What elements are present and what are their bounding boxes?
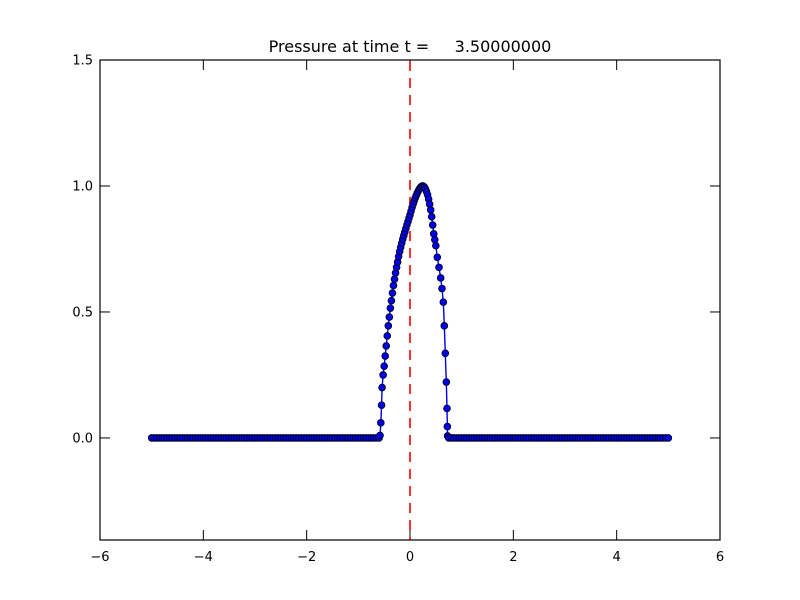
data-point-marker xyxy=(433,253,442,262)
chart-title: Pressure at time t = 3.50000000 xyxy=(269,37,552,56)
x-tick-label: −6 xyxy=(90,550,109,565)
axis-ticks-and-labels: −6 −4 −2 0 2 4 6 0.0 0.5 1.0 1.5 xyxy=(72,54,724,566)
x-tick-label: −2 xyxy=(297,550,316,565)
data-point-marker xyxy=(389,281,398,290)
data-point-marker xyxy=(380,362,388,370)
y-tick-label: 0.0 xyxy=(72,431,93,446)
data-point-marker xyxy=(438,284,446,293)
data-point-marker xyxy=(384,322,393,330)
data-point-marker xyxy=(432,241,440,250)
data-point-marker xyxy=(431,235,439,244)
data-point-marker xyxy=(386,304,395,312)
x-tick-label: 0 xyxy=(406,550,414,565)
data-point-marker xyxy=(441,349,450,358)
data-point-marker xyxy=(428,221,437,229)
data-point-marker xyxy=(377,419,385,427)
data-point-marker xyxy=(378,383,386,392)
data-point-marker xyxy=(440,322,449,330)
x-tick-label: −4 xyxy=(194,550,213,565)
data-point-marker xyxy=(382,342,391,350)
data-point-marker xyxy=(443,404,451,413)
pressure-series xyxy=(147,182,673,442)
data-point-marker xyxy=(376,431,384,440)
data-point-marker xyxy=(443,422,452,431)
data-point-marker xyxy=(664,434,673,442)
data-point-marker xyxy=(377,401,386,410)
data-point-marker xyxy=(439,298,448,306)
data-point-marker xyxy=(435,263,443,272)
y-tick-label: 0.5 xyxy=(72,305,93,320)
data-point-marker xyxy=(426,206,435,214)
x-tick-label: 2 xyxy=(509,550,517,565)
data-point-marker xyxy=(427,212,436,221)
data-point-marker xyxy=(436,274,445,282)
data-point-marker xyxy=(385,313,394,321)
data-point-marker xyxy=(388,289,397,297)
data-point-marker xyxy=(379,371,387,379)
plot-border xyxy=(99,59,721,541)
axes-spines xyxy=(99,59,721,541)
data-point-marker xyxy=(442,378,451,386)
y-tick-label: 1.5 xyxy=(72,54,93,69)
data-point-marker xyxy=(381,352,390,360)
data-point-marker xyxy=(390,275,399,284)
x-tick-label: 6 xyxy=(716,550,724,565)
y-tick-label: 1.0 xyxy=(72,179,93,194)
x-tick-label: 4 xyxy=(613,550,621,565)
data-point-marker xyxy=(387,296,396,305)
data-point-marker xyxy=(383,332,392,340)
